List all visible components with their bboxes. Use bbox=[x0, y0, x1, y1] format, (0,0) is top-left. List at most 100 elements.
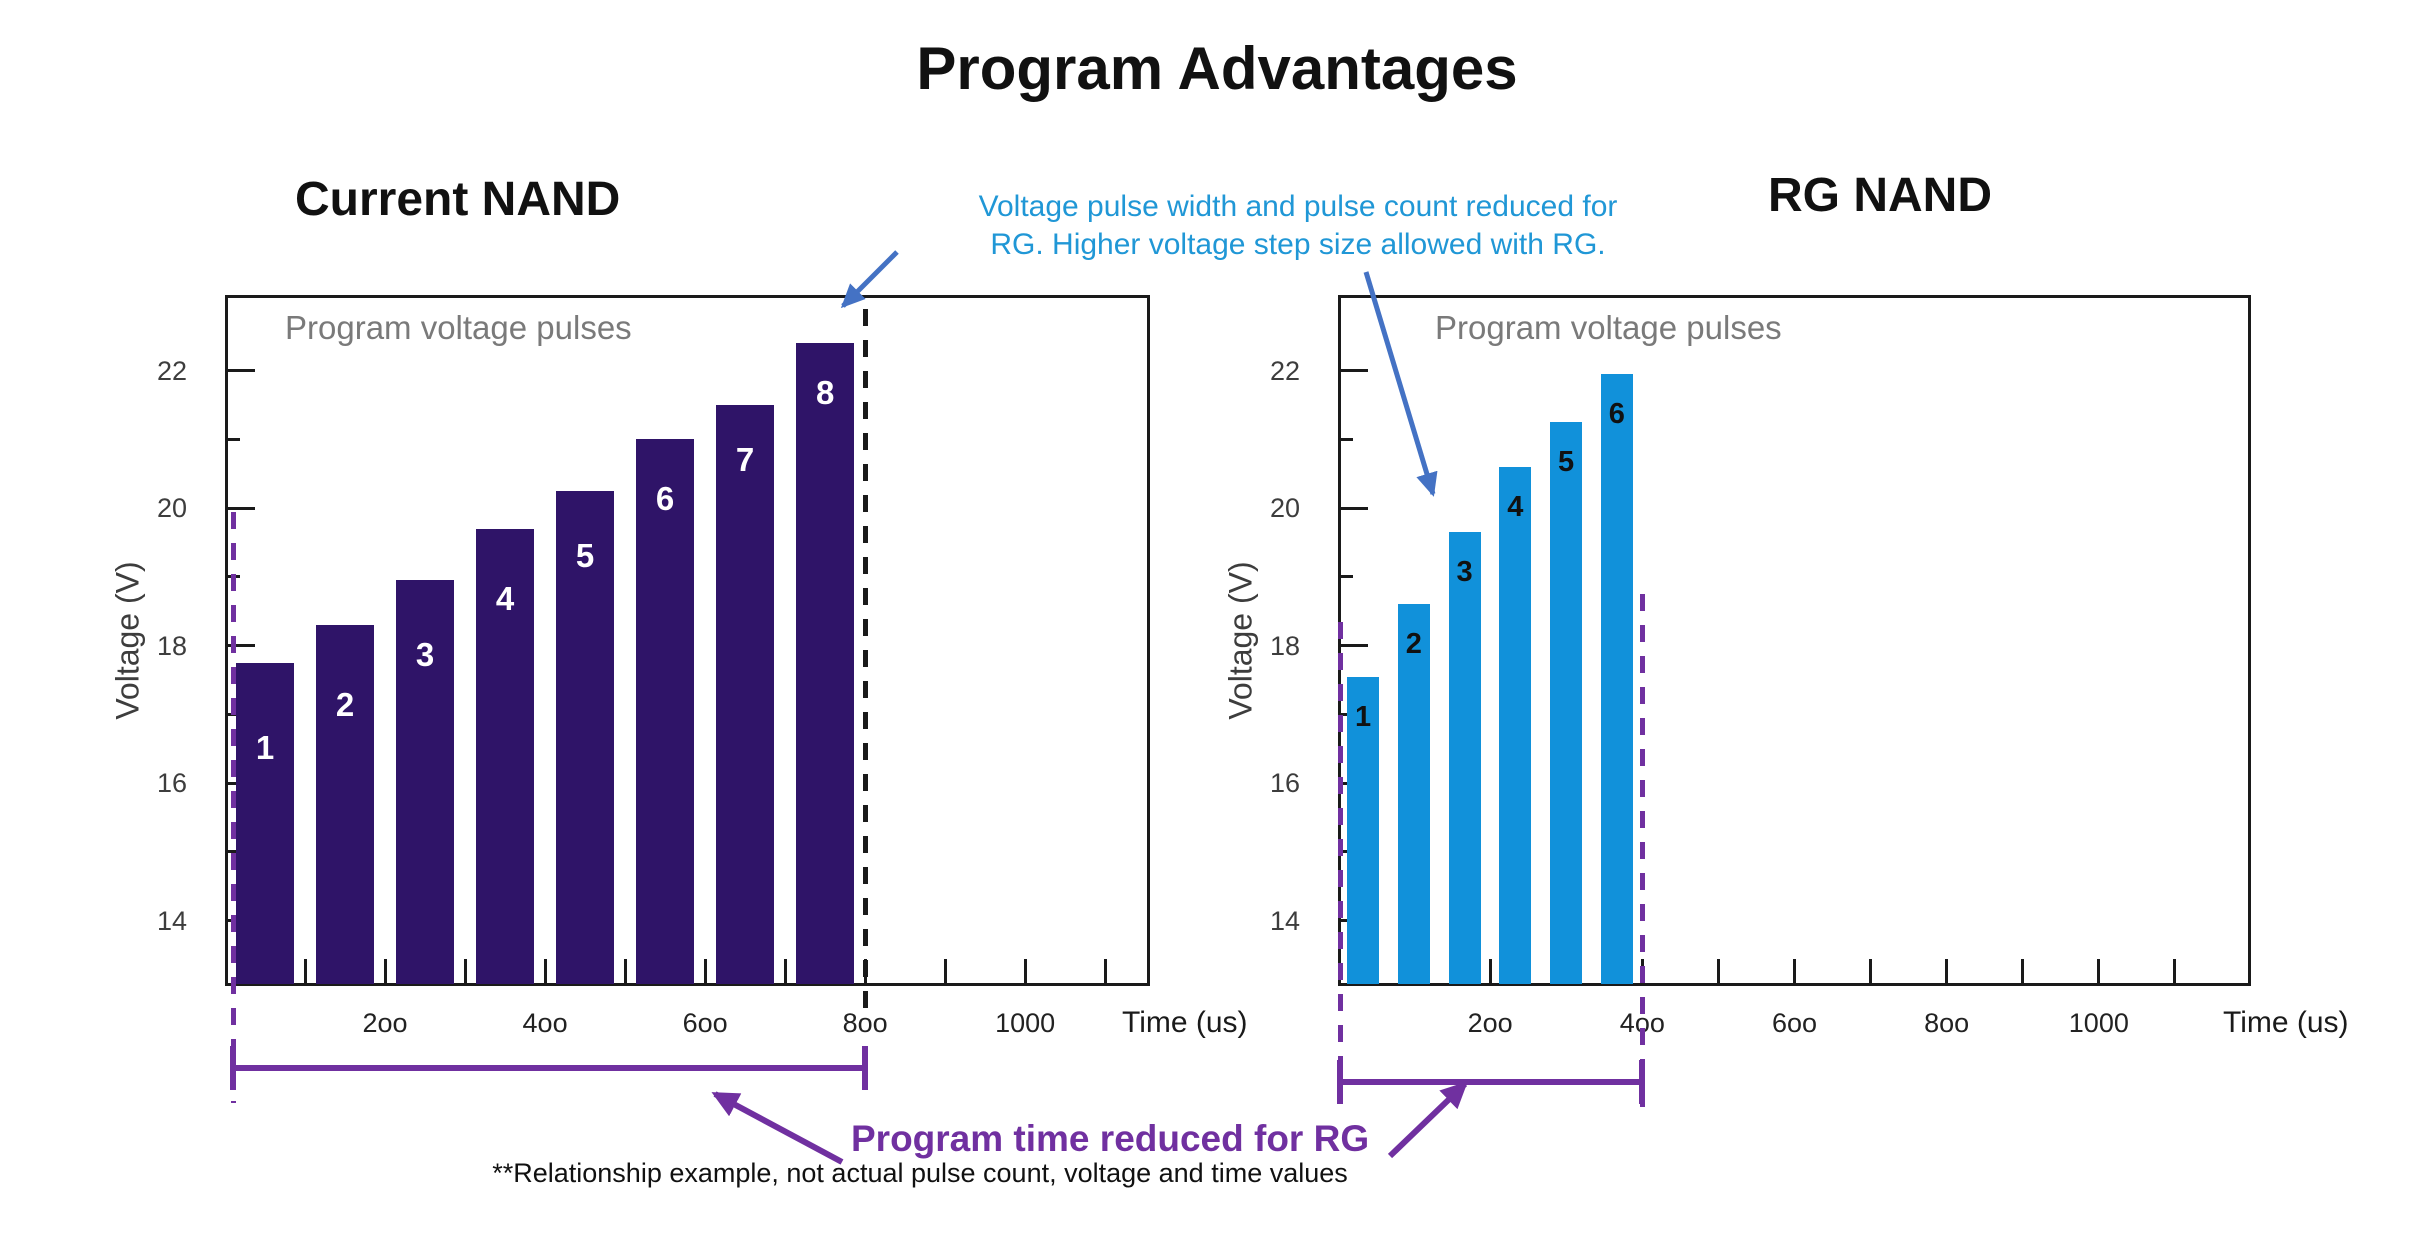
x-tick bbox=[1488, 959, 1492, 986]
pulse-bar: 8 bbox=[796, 343, 854, 984]
pulse-number: 5 bbox=[1558, 446, 1575, 479]
y-minor-tick bbox=[1338, 712, 1353, 716]
y-tick-label: 18 bbox=[156, 630, 187, 661]
program-time-bracket bbox=[233, 1065, 866, 1071]
x-tick bbox=[463, 959, 467, 986]
x-tick bbox=[783, 959, 787, 986]
pulse-number: 3 bbox=[415, 636, 435, 674]
x-tick bbox=[943, 959, 947, 986]
x-tick bbox=[2173, 959, 2177, 986]
y-major-tick bbox=[225, 644, 255, 648]
x-tick bbox=[1793, 959, 1796, 986]
pulse-bar: 2 bbox=[1397, 604, 1430, 984]
bracket-end-cap bbox=[1639, 1060, 1646, 1104]
x-tick bbox=[303, 959, 307, 986]
pulse-number: 4 bbox=[495, 579, 515, 617]
x-tick-label: 1000 bbox=[995, 1008, 1056, 1038]
pulse-number: 2 bbox=[1405, 628, 1422, 661]
pulse-number: 1 bbox=[255, 728, 275, 766]
x-tick bbox=[383, 959, 387, 986]
pulse-bar: 6 bbox=[636, 439, 694, 984]
pulse-number: 3 bbox=[1456, 556, 1473, 589]
x-tick-label: 2oo bbox=[362, 1008, 408, 1038]
annotation-line-2: RG. Higher voltage step size allowed wit… bbox=[990, 228, 1606, 261]
y-tick-label: 18 bbox=[1269, 630, 1300, 661]
pulse-number: 6 bbox=[655, 480, 675, 518]
y-tick-label: 14 bbox=[156, 905, 187, 936]
y-tick-label: 20 bbox=[156, 493, 187, 524]
slide-title: Program Advantages bbox=[916, 35, 1518, 102]
pulse-bar: 4 bbox=[1499, 466, 1532, 984]
x-tick bbox=[2021, 959, 2025, 986]
y-tick-label: 14 bbox=[1269, 905, 1300, 936]
pulse-number: 4 bbox=[1507, 490, 1524, 523]
y-tick-label: 22 bbox=[1269, 355, 1300, 386]
pulse-bar: 7 bbox=[716, 405, 774, 984]
x-tick-label: 6oo bbox=[1771, 1008, 1818, 1038]
pulse-bar: 3 bbox=[1448, 532, 1481, 984]
y-major-tick bbox=[1338, 369, 1368, 373]
y-major-tick bbox=[1338, 506, 1368, 510]
program-time-label: Program time reduced for RG bbox=[851, 1118, 1370, 1159]
y-tick-label: 22 bbox=[156, 355, 187, 386]
y-major-tick bbox=[225, 506, 255, 510]
x-tick-label: 4oo bbox=[522, 1008, 568, 1038]
program-end-dash-current bbox=[862, 308, 868, 1017]
y-axis-label-text: Voltage (V) bbox=[109, 561, 146, 720]
voltage-pulse-annotation: Voltage pulse width and pulse count redu… bbox=[878, 188, 1718, 264]
y-axis-label: Voltage (V) bbox=[1220, 295, 1262, 986]
pulse-number: 7 bbox=[735, 441, 755, 478]
y-tick-label: 20 bbox=[1269, 493, 1300, 524]
y-axis-label-text: Voltage (V) bbox=[1222, 561, 1259, 720]
bracket-end-cap bbox=[862, 1046, 869, 1090]
chart-title: Program voltage pulses bbox=[1435, 309, 1782, 346]
x-tick bbox=[543, 959, 547, 986]
y-tick-label: 16 bbox=[1269, 768, 1300, 799]
program-start-dash-rg bbox=[1337, 621, 1343, 1110]
rg-nand-heading: RG NAND bbox=[1768, 169, 1992, 222]
x-tick bbox=[1103, 959, 1107, 986]
y-minor-tick bbox=[1338, 850, 1353, 854]
x-tick bbox=[703, 959, 707, 986]
pulse-number: 6 bbox=[1608, 398, 1625, 431]
footnote: **Relationship example, not actual pulse… bbox=[492, 1158, 1348, 1188]
x-tick-label: 1000 bbox=[2068, 1008, 2129, 1038]
x-tick bbox=[623, 959, 627, 986]
y-major-tick bbox=[225, 369, 255, 373]
chart-title: Program voltage pulses bbox=[285, 309, 632, 346]
program-time-bracket bbox=[1340, 1079, 1643, 1085]
bracket-end-cap bbox=[1337, 1060, 1344, 1104]
y-major-tick bbox=[1338, 644, 1368, 648]
pulse-number: 2 bbox=[335, 686, 355, 724]
x-tick bbox=[1945, 959, 1949, 986]
y-minor-tick bbox=[225, 437, 240, 441]
pulse-bar: 1 bbox=[1347, 676, 1380, 984]
pulse-bar: 5 bbox=[1550, 422, 1583, 984]
x-tick-label: 2oo bbox=[1467, 1008, 1513, 1038]
y-tick-label: 16 bbox=[156, 768, 187, 799]
pulse-bar: 5 bbox=[556, 490, 614, 984]
y-minor-tick bbox=[1338, 575, 1353, 579]
x-tick bbox=[1869, 959, 1873, 986]
x-tick bbox=[1023, 959, 1027, 986]
y-axis-label: Voltage (V) bbox=[107, 295, 149, 986]
pulse-number: 1 bbox=[1355, 700, 1372, 733]
x-axis-label: Time (us) bbox=[2223, 1006, 2349, 1039]
pulse-bar: 1 bbox=[236, 662, 294, 984]
x-tick bbox=[2097, 959, 2101, 986]
current-nand-heading: Current NAND bbox=[295, 173, 621, 226]
pulse-number: 5 bbox=[575, 536, 595, 574]
program-end-dash-rg bbox=[1639, 594, 1645, 1114]
x-tick-label: 8oo bbox=[1924, 1008, 1970, 1038]
program-start-dash-current bbox=[230, 511, 236, 1103]
x-tick-label: 6oo bbox=[682, 1008, 728, 1038]
program-time-arrow-to-left-bracket bbox=[711, 1091, 844, 1165]
x-tick bbox=[1716, 959, 1720, 986]
pulse-bar: 3 bbox=[396, 580, 454, 984]
y-minor-tick bbox=[1338, 437, 1353, 441]
current-nand-chart: 22 20 18 16 14 2oo 4oo 6oo 8oo 1000 Program voltag… bbox=[110, 295, 1248, 1103]
bracket-end-cap bbox=[230, 1046, 236, 1090]
program-time-arrow-to-right-bracket bbox=[1387, 1081, 1468, 1159]
pulse-bar: 6 bbox=[1600, 374, 1633, 984]
chart-axes-box bbox=[225, 295, 1150, 986]
